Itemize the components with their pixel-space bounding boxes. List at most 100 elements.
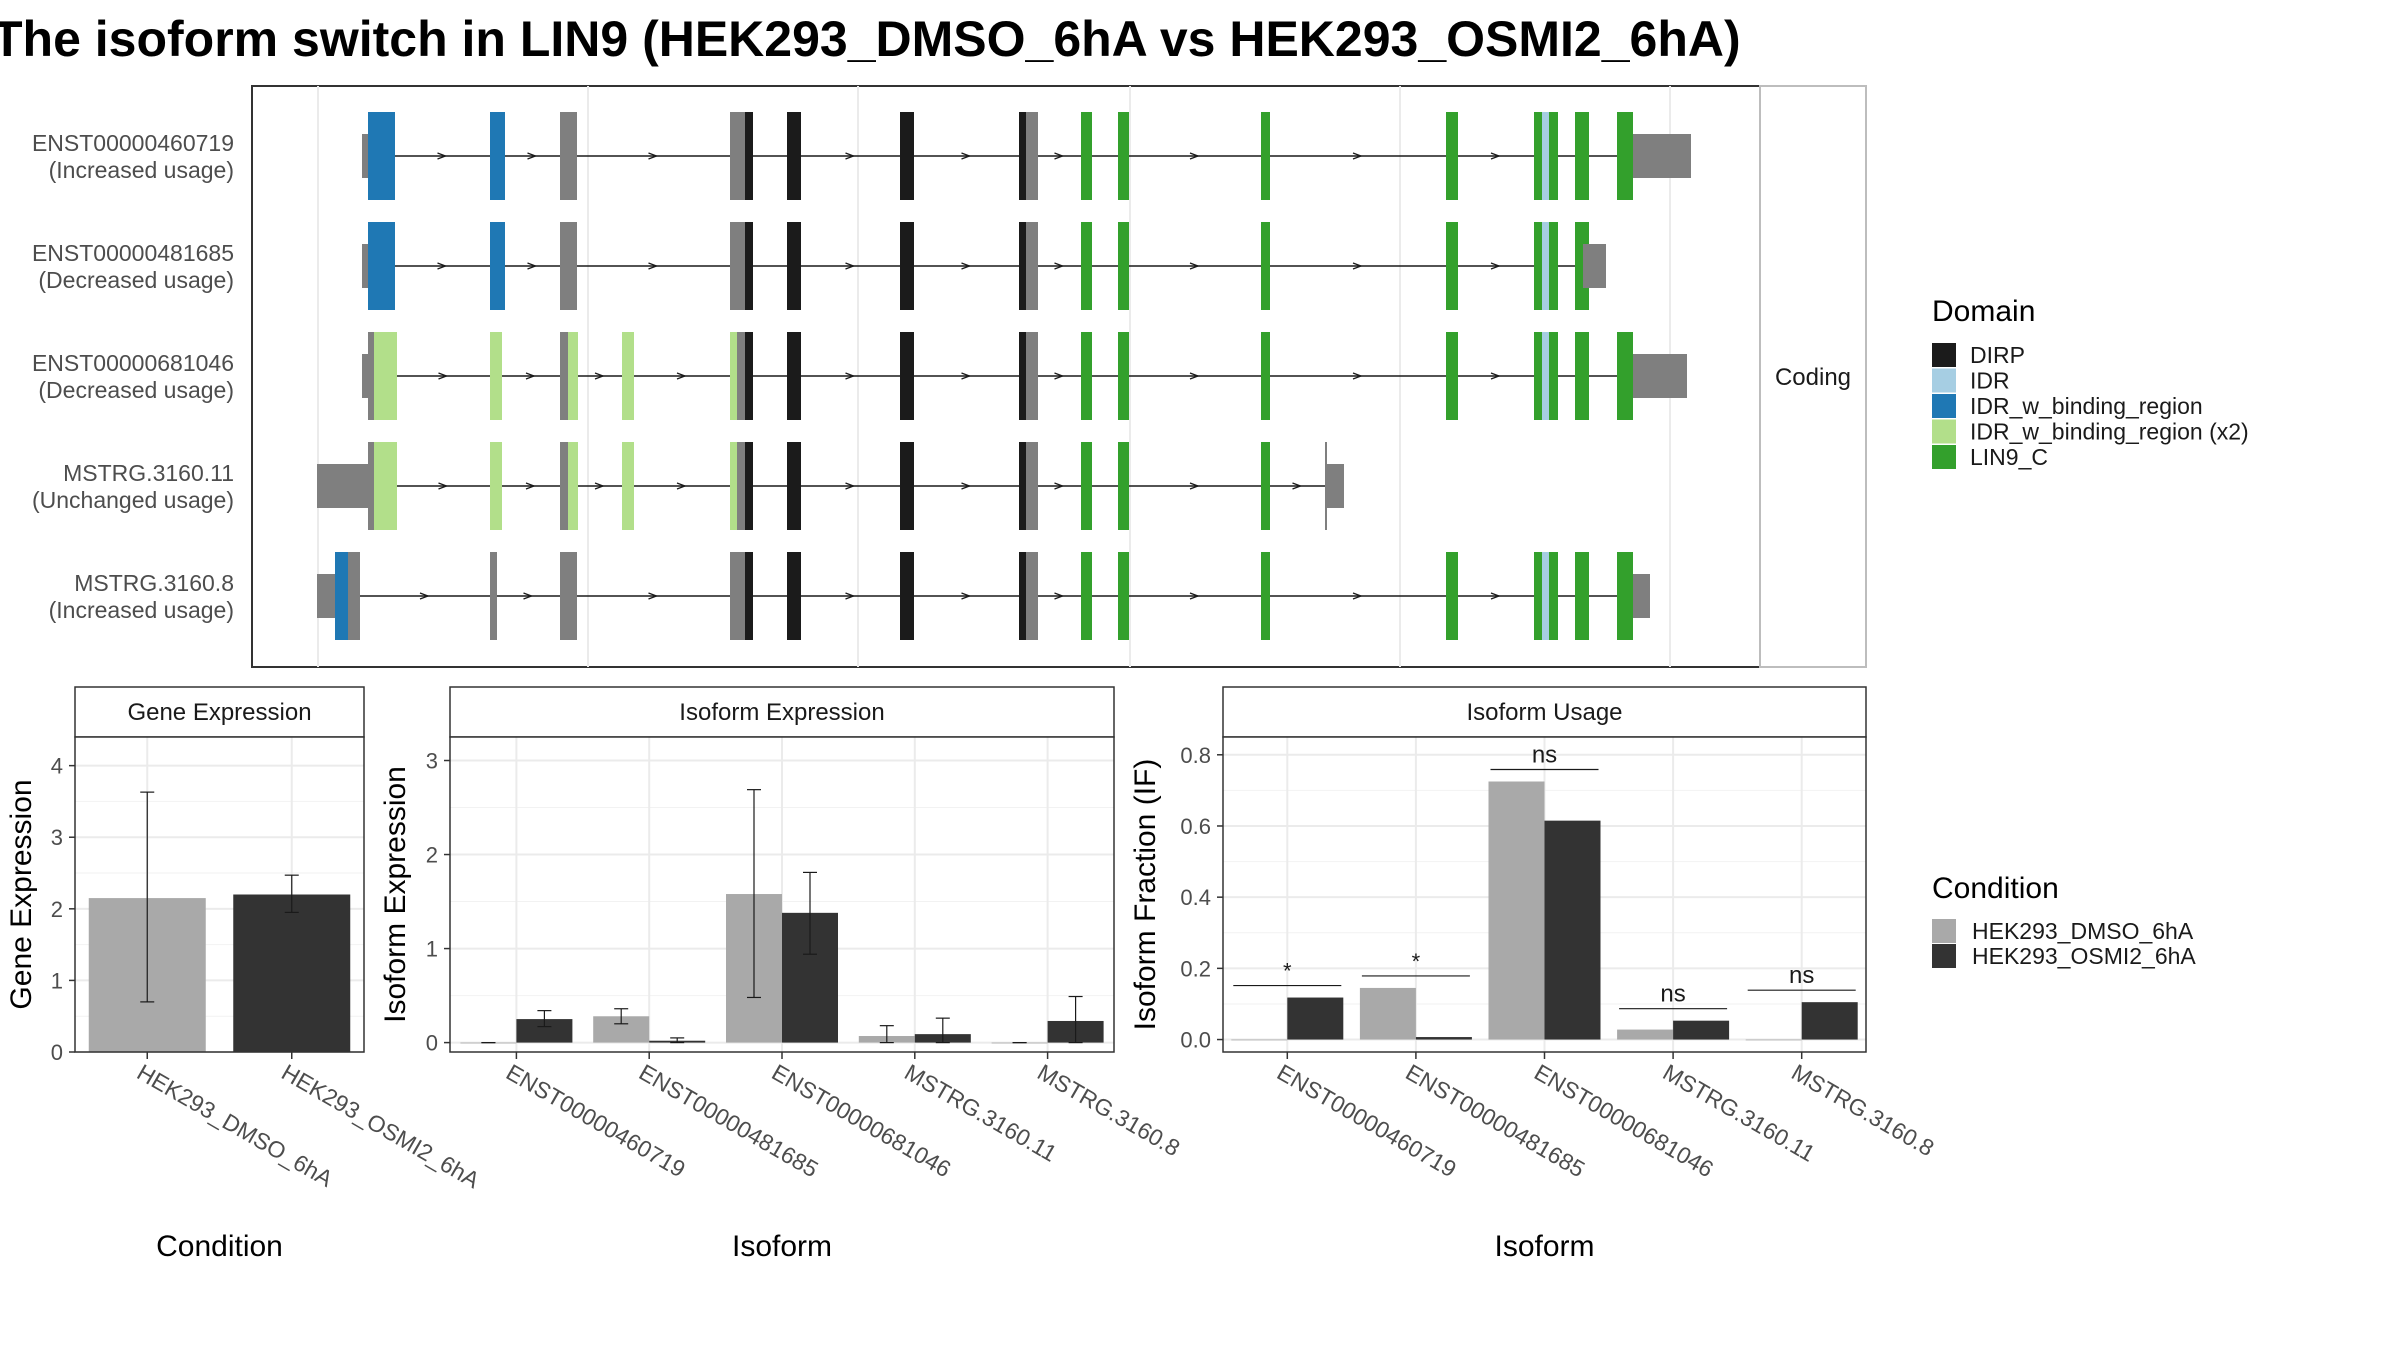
intron-direction-arrow (1490, 262, 1501, 270)
exon-segment (1446, 112, 1458, 200)
intron-direction-arrow (1054, 482, 1065, 490)
intron-direction-arrow (594, 372, 605, 380)
exon-segment (1327, 464, 1344, 508)
y-tick-label: 3 (426, 749, 438, 774)
exon-segment (1081, 332, 1092, 420)
intron-direction-arrow (961, 262, 972, 270)
exon-segment (900, 442, 914, 530)
exon-segment (737, 332, 745, 420)
exon-segment (1583, 244, 1606, 288)
isoform-expression-panel: Isoform Expression0123ENST00000460719ENS… (379, 686, 1184, 1263)
exon-segment (1081, 442, 1092, 530)
intron-direction-arrow (1054, 372, 1065, 380)
exon-segment (1633, 574, 1650, 618)
legend-label: DIRP (1970, 342, 2025, 368)
significance-label: * (1283, 959, 1292, 984)
bar (1359, 987, 1416, 1040)
intron-direction-arrow (1490, 592, 1501, 600)
exon-segment (1549, 222, 1558, 310)
exon-segment (730, 112, 745, 200)
exon-segment (1081, 552, 1092, 640)
intron-direction-arrow (594, 482, 605, 490)
exon-segment (1261, 222, 1270, 310)
bar (1488, 781, 1545, 1040)
legend-label: IDR (1970, 368, 2010, 394)
y-tick-label: 0.4 (1180, 885, 1211, 910)
intron-direction-arrow (437, 262, 448, 270)
exon-segment (568, 332, 578, 420)
exon-segment (1026, 332, 1038, 420)
exon-segment (1575, 332, 1589, 420)
transcript-id-label: ENST00000460719 (32, 130, 234, 156)
exon-segment (368, 442, 374, 530)
exon-segment (1019, 222, 1026, 310)
panel-strip (449, 686, 1115, 738)
y-tick-label: 1 (51, 968, 63, 993)
y-axis-title: Gene Expression (5, 779, 38, 1009)
legend-key-1 (1932, 368, 1956, 393)
exon-segment (1325, 442, 1327, 530)
bar (1617, 1029, 1674, 1040)
y-tick-label: 0 (426, 1031, 438, 1056)
exon-segment (1446, 552, 1458, 640)
panel-title: Gene Expression (127, 699, 311, 726)
intron-direction-arrow (523, 592, 534, 600)
intron-direction-arrow (1352, 152, 1363, 160)
bar (1287, 997, 1344, 1040)
exon-segment (560, 442, 568, 530)
exon-segment (490, 332, 502, 420)
exon-segment (787, 332, 801, 420)
exon-segment (560, 222, 577, 310)
legend-label: IDR_w_binding_region (x2) (1970, 419, 2249, 445)
exon-segment (560, 552, 577, 640)
y-tick-label: 0.6 (1180, 814, 1211, 839)
intron-direction-arrow (1189, 482, 1200, 490)
panel-title: Isoform Usage (1466, 699, 1622, 726)
condition-legend-title: Condition (1932, 872, 2059, 905)
exon-segment (1026, 222, 1038, 310)
exon-segment (1118, 552, 1129, 640)
intron-direction-arrow (438, 482, 449, 490)
exon-segment (787, 552, 801, 640)
bar (1415, 1037, 1472, 1040)
x-axis-title: Isoform (732, 1230, 832, 1263)
exon-segment (1118, 112, 1129, 200)
bar (1673, 1020, 1730, 1040)
panel-title: Isoform Expression (679, 699, 884, 726)
exon-segment (787, 112, 801, 200)
intron-direction-arrow (527, 262, 538, 270)
exon-segment (362, 354, 368, 398)
exon-segment (1549, 112, 1558, 200)
intron-direction-arrow (525, 482, 536, 490)
intron-direction-arrow (527, 152, 538, 160)
intron-direction-arrow (676, 482, 687, 490)
condition-key-0 (1932, 919, 1956, 943)
intron-direction-arrow (525, 372, 536, 380)
transcript-usage-label: (Decreased usage) (38, 377, 234, 403)
exon-segment (1081, 112, 1092, 200)
exon-segment (1534, 112, 1542, 200)
exon-segment (1633, 354, 1687, 398)
intron-direction-arrow (1189, 152, 1200, 160)
exon-segment (900, 222, 914, 310)
transcript-usage-label: (Decreased usage) (38, 267, 234, 293)
exon-segment (1617, 552, 1633, 640)
bar (1801, 1002, 1858, 1040)
intron-direction-arrow (1352, 372, 1363, 380)
facet-strip-label: Coding (1775, 364, 1851, 391)
exon-segment (1542, 112, 1549, 200)
y-tick-label: 0 (51, 1040, 63, 1065)
exon-segment (1446, 332, 1458, 420)
exon-segment (730, 332, 737, 420)
legend-key-0 (1932, 343, 1956, 367)
significance-label: ns (1789, 962, 1814, 989)
exon-segment (1549, 332, 1558, 420)
intron-direction-arrow (1490, 372, 1501, 380)
intron-direction-arrow (438, 372, 449, 380)
intron-direction-arrow (676, 372, 687, 380)
exon-segment (1261, 112, 1270, 200)
figure-title: The isoform switch in LIN9 (HEK293_DMSO_… (0, 11, 1741, 67)
exon-segment (1549, 552, 1558, 640)
exon-segment (368, 332, 374, 420)
